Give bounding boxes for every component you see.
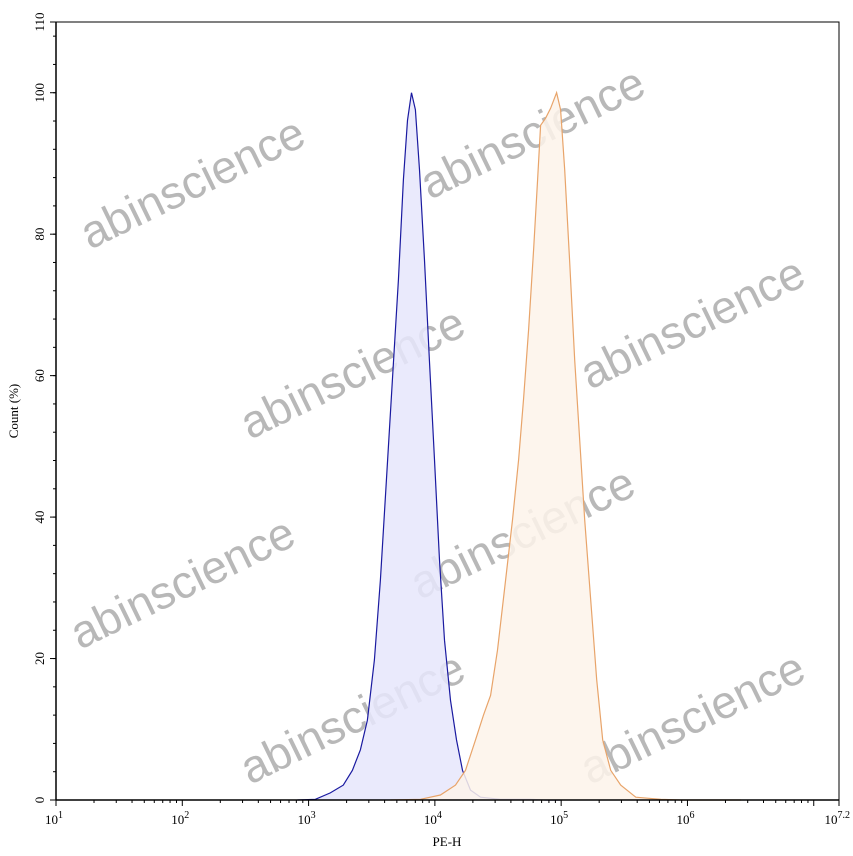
x-tick-label: 106 [676, 810, 694, 827]
y-tick-label: 40 [32, 511, 47, 524]
watermark-text: abinscience [72, 106, 313, 259]
watermark-text: abinscience [232, 296, 473, 449]
y-tick-label: 110 [32, 12, 47, 31]
y-tick-label: 60 [32, 369, 47, 382]
x-axis-label: PE-H [433, 834, 462, 849]
y-axis-label: Count (%) [6, 384, 21, 439]
series-1-fill [390, 92, 741, 800]
y-tick-label: 100 [32, 83, 47, 103]
x-tick-label: 105 [550, 810, 568, 827]
x-tick-label: 102 [171, 810, 189, 827]
series-layer [297, 90, 741, 801]
x-tick-label: 101 [45, 810, 63, 827]
x-tick-label: 103 [298, 810, 316, 827]
watermark-text: abinscience [412, 56, 653, 209]
series-1-line [390, 90, 741, 801]
ticks-layer: 101 102 103 104 105 106 107.2 0 20 40 60 80 100 110 [32, 12, 850, 827]
x-tick-label: 107.2 [825, 810, 851, 827]
x-tick-label: 104 [424, 810, 442, 827]
y-tick-label: 0 [32, 797, 47, 804]
y-tick-label: 80 [32, 228, 47, 241]
watermark-text: abinscience [572, 246, 813, 399]
y-tick-label: 20 [32, 652, 47, 665]
series-0-fill [297, 92, 561, 800]
watermark-text: abinscience [62, 506, 303, 659]
